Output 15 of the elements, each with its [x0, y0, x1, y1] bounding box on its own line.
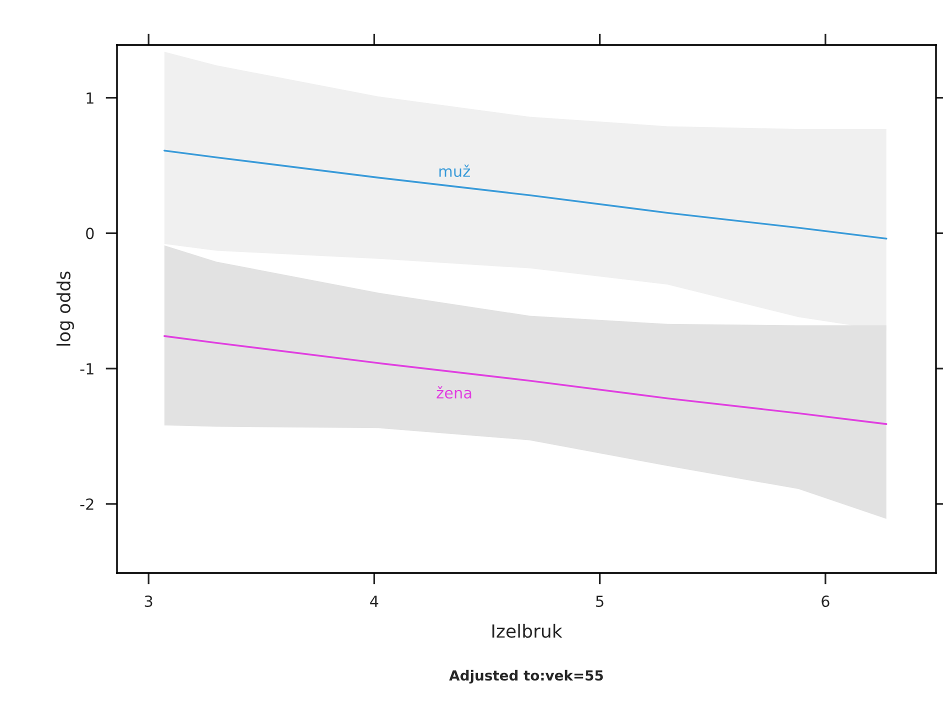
x-tick-label: 3 — [144, 595, 152, 608]
y-tick-label: -2 — [80, 498, 94, 510]
line-series — [163, 150, 888, 240]
x-tick-label: 5 — [596, 596, 604, 608]
x-axis-title: Izelbruk — [492, 624, 562, 638]
y-tick-label: 0 — [86, 228, 94, 240]
x-tick-label: 4 — [370, 596, 378, 607]
series-label: muž — [439, 164, 470, 178]
series-label: žena — [436, 386, 472, 399]
y-tick-label: -1 — [80, 363, 94, 374]
x-tick-label: 6 — [822, 595, 830, 608]
y-axis-title: log odds — [56, 272, 74, 346]
line-series — [163, 335, 888, 425]
text: Adjusted to:vek=55 — [449, 670, 603, 684]
y-tick-label: 1 — [86, 92, 94, 104]
